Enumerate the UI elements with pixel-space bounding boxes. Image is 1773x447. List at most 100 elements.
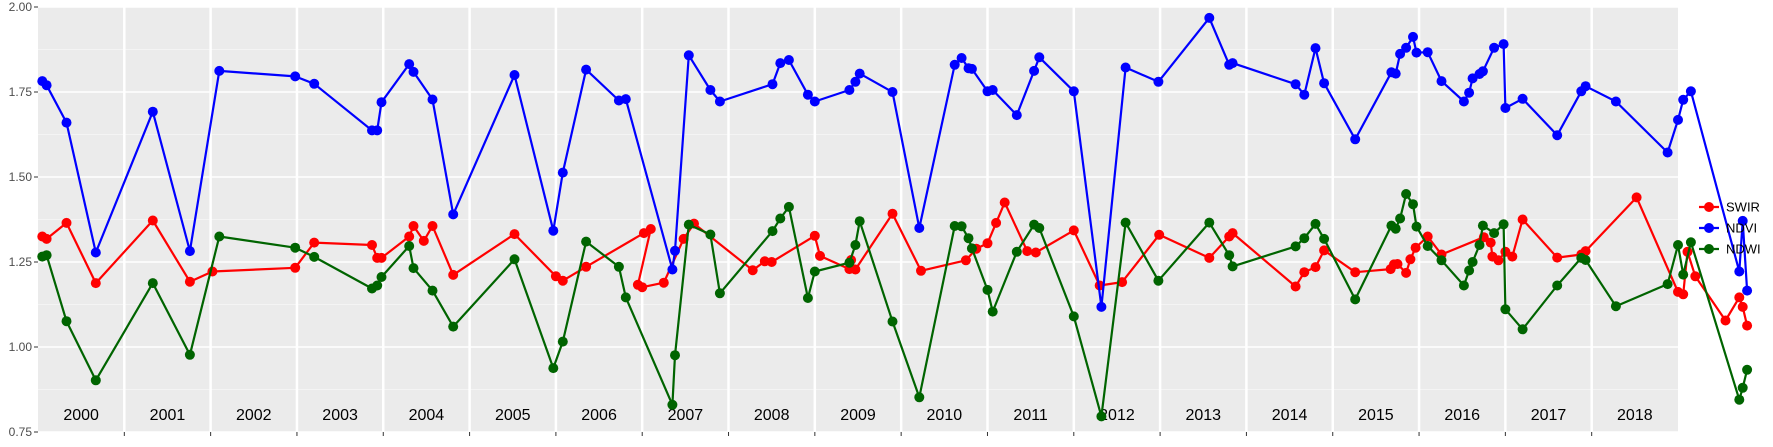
ndvi-point (966, 63, 977, 74)
ndvi-point (1034, 52, 1045, 63)
swir-point (418, 235, 429, 246)
year-label-2000: 2000 (63, 407, 99, 424)
ndwi-point (1458, 280, 1469, 291)
ndvi-point (1068, 86, 1079, 97)
swir-point (1030, 247, 1041, 258)
ndwi-point (1662, 279, 1673, 290)
swir-point (960, 255, 971, 266)
swir-point (448, 269, 459, 280)
legend-key-point-ndvi (1704, 223, 1714, 233)
swir-point (1485, 237, 1496, 248)
ndwi-point (548, 363, 559, 374)
ndwi-point (1464, 265, 1475, 276)
swir-point (404, 231, 415, 242)
ndvi-point (1458, 96, 1469, 107)
swir-point (645, 224, 656, 234)
y-tick-label: 1.25 (9, 255, 33, 269)
ndwi-point (1489, 228, 1500, 239)
year-label-2013: 2013 (1185, 407, 1221, 424)
ndwi-point (613, 261, 624, 272)
ndvi-point (1408, 31, 1418, 42)
y-tick-label: 1.00 (9, 340, 33, 354)
swir-point (1742, 320, 1753, 331)
ndwi-point (427, 285, 438, 296)
series-layer (37, 12, 1753, 422)
ndvi-point (949, 59, 960, 70)
ndwi-point (775, 213, 786, 224)
ndwi-point (1408, 199, 1418, 210)
ndvi-point (1552, 130, 1563, 141)
legend-label-ndwi: NDWI (1726, 242, 1761, 257)
ndwi-point (1673, 240, 1683, 250)
ndwi-point (1350, 294, 1361, 305)
year-label-2009: 2009 (840, 407, 876, 424)
ndwi-point (1153, 275, 1164, 286)
ndwi-point (376, 272, 387, 282)
ndvi-point (1401, 42, 1412, 53)
year-label-2014: 2014 (1272, 407, 1308, 424)
year-label-2011: 2011 (1013, 407, 1048, 424)
swir-point (1720, 315, 1731, 326)
ndwi-point (620, 292, 631, 303)
ndwi-point (1610, 301, 1621, 312)
ndvi-point (1477, 66, 1488, 77)
ndvi-point (705, 85, 716, 95)
swir-point (408, 221, 419, 231)
swir-point (1350, 267, 1361, 278)
swir-point (1690, 271, 1701, 282)
ndvi-point (90, 247, 101, 258)
year-label-2003: 2003 (322, 407, 358, 424)
swir-point (1068, 225, 1079, 236)
ndvi-point (620, 94, 631, 105)
ndvi-point (1436, 76, 1447, 87)
ndvi-point (1029, 65, 1040, 76)
ndwi-point (1678, 269, 1689, 280)
ndwi-point (1467, 257, 1478, 267)
swir-point (1507, 251, 1518, 262)
ndvi-point (427, 94, 438, 105)
ndvi-point (1422, 47, 1433, 58)
ndwi-point (956, 221, 967, 232)
ndwi-point (1477, 220, 1488, 231)
year-label-2015: 2015 (1358, 407, 1394, 424)
legend-key-point-ndwi (1704, 244, 1714, 254)
ndwi-point (1299, 233, 1310, 244)
ndwi-point (1580, 255, 1591, 265)
ndwi-point (1310, 218, 1321, 229)
swir-point (1392, 259, 1403, 269)
year-label-2017: 2017 (1531, 407, 1567, 424)
ndvi-point (1489, 42, 1500, 53)
ndvi-point (1096, 301, 1107, 312)
ndwi-point (147, 278, 158, 289)
ndwi-point (290, 242, 301, 253)
ndvi-point (714, 96, 725, 107)
ndwi-point (1517, 324, 1528, 335)
year-label-2018: 2018 (1617, 407, 1653, 424)
swir-point (427, 221, 438, 231)
ndvi-point (914, 223, 925, 233)
ndvi-point (41, 80, 52, 91)
ndwi-point (408, 263, 419, 274)
swir-point (557, 275, 568, 286)
ndwi-point (854, 216, 865, 227)
ndwi-point (1737, 382, 1748, 393)
swir-point (1290, 281, 1301, 292)
ndvi-point (667, 264, 678, 275)
ndvi-point (956, 53, 967, 63)
ndwi-point (966, 243, 977, 254)
ndwi-point (844, 257, 855, 268)
swir-point (61, 217, 72, 228)
legend-label-ndvi: NDVI (1726, 221, 1757, 236)
ndvi-point (802, 89, 813, 100)
swir-point (999, 197, 1010, 208)
ndvi-point (1737, 215, 1748, 226)
ndwi-point (404, 241, 415, 251)
ndvi-point (184, 246, 195, 257)
ndvi-point (290, 71, 301, 82)
ndvi-point (844, 85, 855, 95)
year-label-2001: 2001 (150, 407, 186, 424)
y-tick-label: 0.75 (9, 425, 33, 439)
ndvi-point (683, 50, 694, 61)
ndwi-point (1224, 250, 1235, 261)
ndwi-point (1034, 223, 1045, 233)
